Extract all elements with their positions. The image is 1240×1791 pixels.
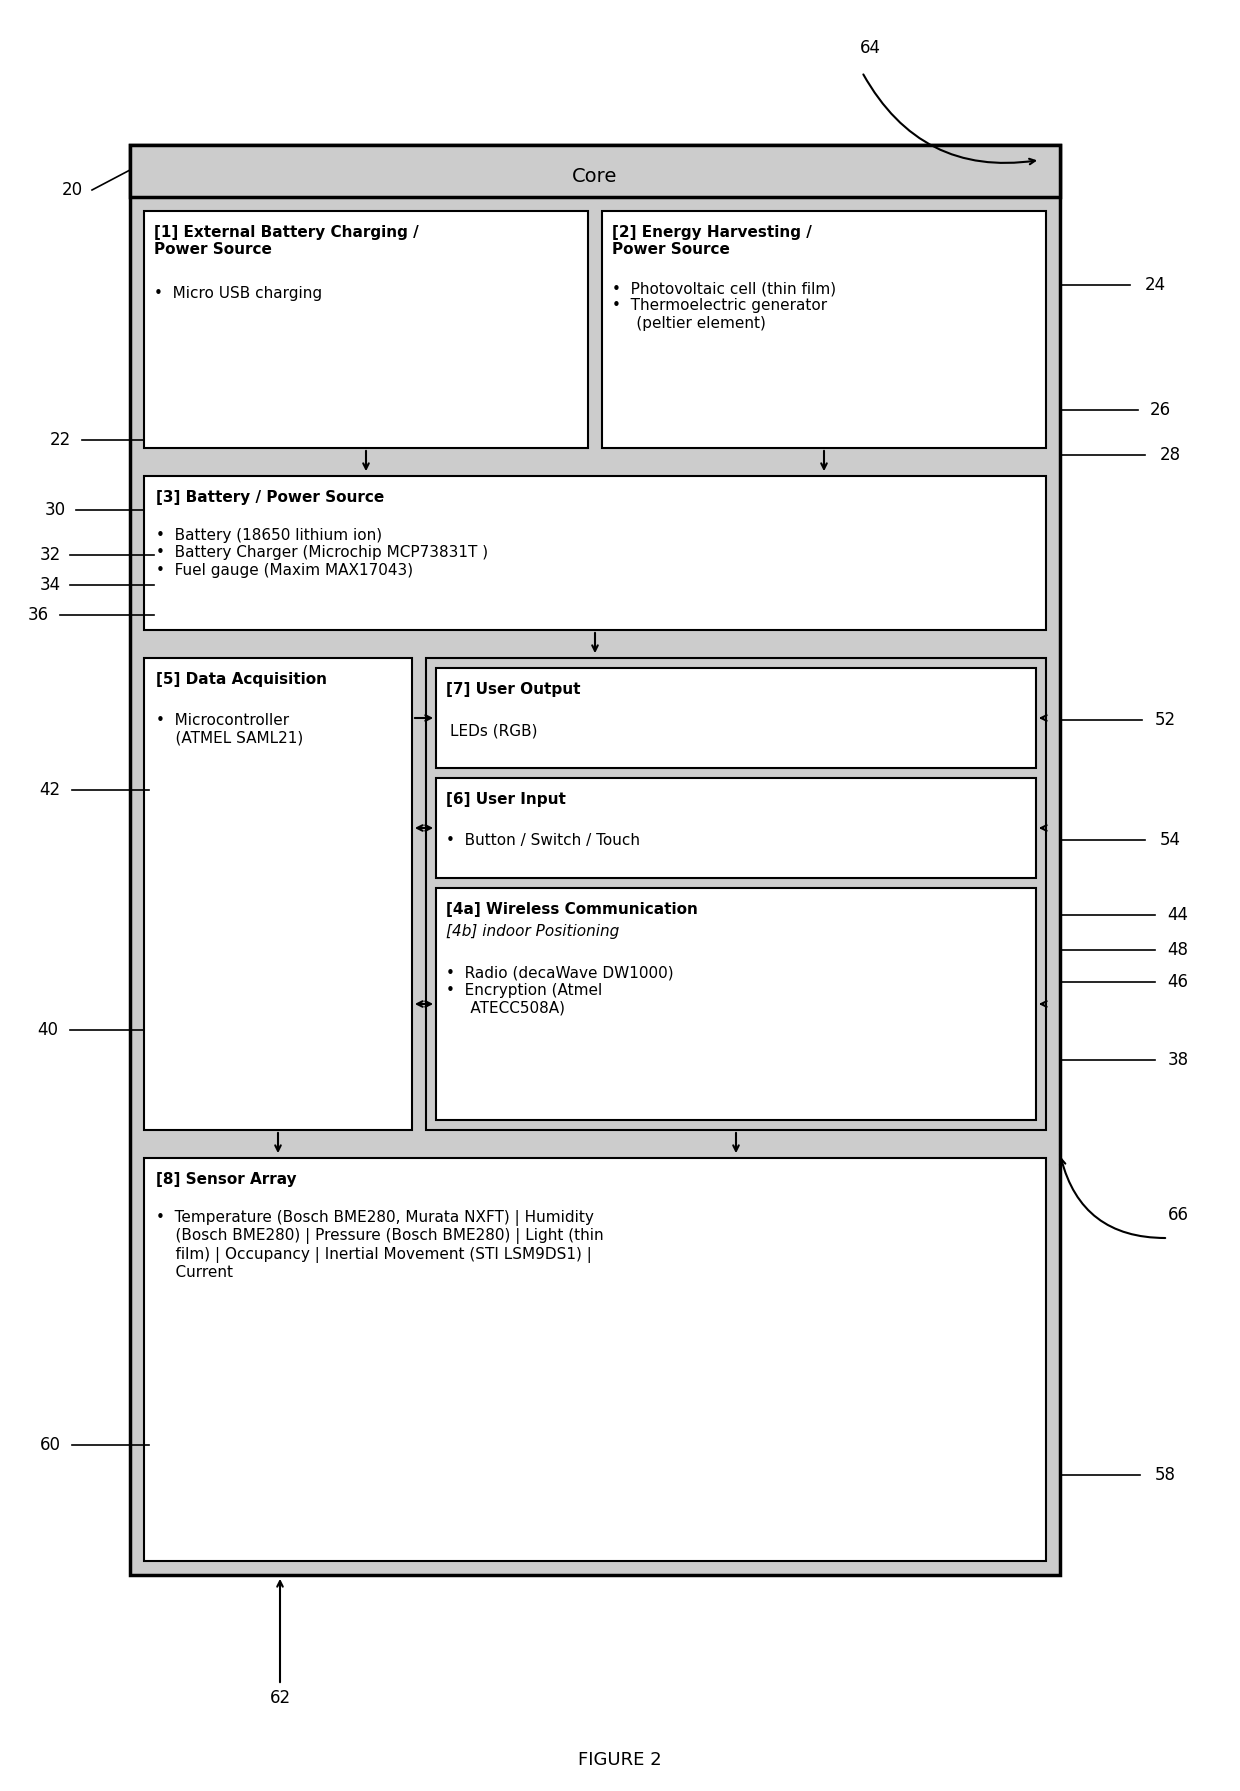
Bar — [601, 211, 1047, 448]
Bar — [144, 1159, 1047, 1562]
Text: 42: 42 — [40, 781, 61, 799]
Text: 64: 64 — [859, 39, 880, 57]
Bar — [436, 668, 1035, 768]
Text: 30: 30 — [45, 501, 66, 519]
Bar — [144, 657, 412, 1130]
Text: LEDs (RGB): LEDs (RGB) — [450, 724, 537, 738]
Text: 54: 54 — [1159, 831, 1180, 849]
Text: 62: 62 — [269, 1689, 290, 1707]
Text: 36: 36 — [27, 605, 48, 623]
Bar — [427, 657, 1047, 1130]
Text: FIGURE 2: FIGURE 2 — [578, 1752, 662, 1770]
Bar — [436, 777, 1035, 878]
Text: •  Radio (decaWave DW1000)
•  Encryption (Atmel
     ATECC508A): • Radio (decaWave DW1000) • Encryption (… — [446, 965, 673, 1015]
Bar — [144, 476, 1047, 630]
Text: 52: 52 — [1154, 711, 1176, 729]
Text: 66: 66 — [1168, 1205, 1188, 1223]
Text: [4b] indoor Positioning: [4b] indoor Positioning — [446, 924, 619, 938]
Text: 26: 26 — [1149, 401, 1171, 419]
Text: 34: 34 — [40, 577, 61, 595]
Text: Core: Core — [573, 168, 618, 186]
Text: 48: 48 — [1168, 940, 1188, 958]
Text: [1] External Battery Charging /
Power Source: [1] External Battery Charging / Power So… — [154, 226, 419, 258]
Text: [6] User Input: [6] User Input — [446, 792, 565, 808]
Text: [4a] Wireless Communication: [4a] Wireless Communication — [446, 903, 698, 917]
Text: 40: 40 — [37, 1021, 58, 1039]
Text: •  Microcontroller
    (ATMEL SAML21): • Microcontroller (ATMEL SAML21) — [156, 713, 304, 745]
Text: •  Temperature (Bosch BME280, Murata NXFT) | Humidity
    (Bosch BME280) | Press: • Temperature (Bosch BME280, Murata NXFT… — [156, 1211, 604, 1281]
Text: 58: 58 — [1154, 1467, 1176, 1485]
Text: 44: 44 — [1168, 906, 1188, 924]
Text: 32: 32 — [40, 546, 61, 564]
Bar — [130, 145, 1060, 1574]
Text: 60: 60 — [40, 1436, 61, 1454]
Bar — [130, 145, 1060, 197]
Bar — [144, 211, 588, 448]
Text: •  Micro USB charging: • Micro USB charging — [154, 287, 322, 301]
Text: •  Photovoltaic cell (thin film)
•  Thermoelectric generator
     (peltier eleme: • Photovoltaic cell (thin film) • Thermo… — [613, 281, 836, 331]
Text: 46: 46 — [1168, 973, 1188, 990]
Text: 20: 20 — [62, 181, 83, 199]
Text: 38: 38 — [1167, 1051, 1189, 1069]
Text: [3] Battery / Power Source: [3] Battery / Power Source — [156, 491, 384, 505]
Bar — [436, 888, 1035, 1119]
Text: •  Button / Switch / Touch: • Button / Switch / Touch — [446, 833, 640, 847]
Text: [5] Data Acquisition: [5] Data Acquisition — [156, 672, 327, 688]
Text: 22: 22 — [50, 432, 71, 450]
Text: 28: 28 — [1159, 446, 1180, 464]
Text: •  Battery (18650 lithium ion)
•  Battery Charger (Microchip MCP73831T )
•  Fuel: • Battery (18650 lithium ion) • Battery … — [156, 528, 489, 578]
Text: [2] Energy Harvesting /
Power Source: [2] Energy Harvesting / Power Source — [613, 226, 812, 258]
Text: [8] Sensor Array: [8] Sensor Array — [156, 1171, 296, 1187]
Text: [7] User Output: [7] User Output — [446, 682, 580, 697]
Text: 24: 24 — [1145, 276, 1166, 294]
